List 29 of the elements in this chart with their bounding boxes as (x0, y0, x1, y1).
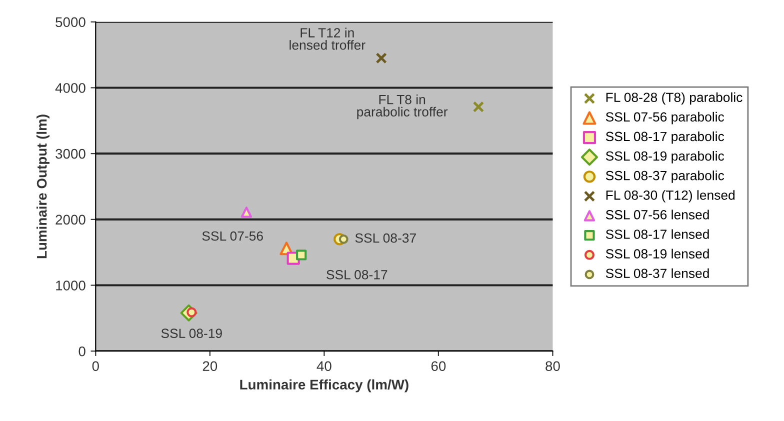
legend-label: SSL 08-19 parabolic (606, 151, 724, 164)
legend-label: SSL 08-17 lensed (606, 229, 709, 239)
legend-label: SSL 08-17 parabolic (606, 131, 724, 144)
legend-label: SSL 07-56 parabolic (606, 112, 724, 124)
x-tick-label: 40 (316, 361, 332, 372)
y-tick-label: 0 (78, 346, 86, 356)
annotation: SSL 08-19 (161, 328, 222, 338)
y-tick-label: 2000 (56, 214, 86, 225)
x-axis-title: Luminaire Efficacy (lm/W) (240, 379, 408, 392)
annotation: FL T8 in parabolic troffer (357, 94, 448, 120)
x-tick-label: 60 (431, 361, 446, 372)
legend-label: SSL 08-37 parabolic (606, 170, 724, 183)
y-tick-label: 3000 (56, 148, 86, 159)
annotation: FL T12 in lensed troffer (290, 28, 366, 50)
legend-label: SSL 08-19 lensed (606, 248, 709, 258)
legend-label: SSL 07-56 lensed (606, 210, 709, 220)
y-tick-label: 5000 (56, 17, 86, 28)
annotation: SSL 08-17 (326, 270, 388, 280)
y-tick-label: 4000 (55, 83, 86, 93)
legend-label: SSL 08-37 lensed (606, 268, 709, 278)
annotation: SSL 07-56 (202, 231, 263, 241)
legend-label: FL 08-28 (T8) parabolic (606, 92, 742, 105)
x-tick-label: 0 (92, 361, 99, 372)
y-tick-label: 1000 (56, 280, 86, 290)
y-axis-title: Luminaire Output (lm) (36, 114, 50, 258)
legend-label: FL 08-30 (T12) lensed (606, 190, 735, 202)
x-tick-label: 80 (546, 361, 560, 372)
annotation: SSL 08-37 (355, 233, 416, 243)
x-tick-label: 20 (202, 361, 218, 372)
